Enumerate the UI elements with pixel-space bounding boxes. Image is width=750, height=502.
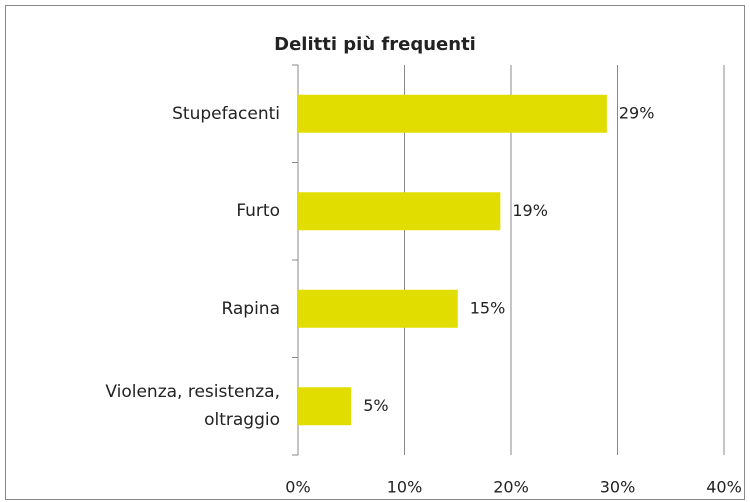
data-label: 15% (470, 298, 506, 317)
data-label: 19% (512, 201, 548, 220)
data-label: 5% (363, 396, 388, 415)
y-tick-label: Rapina (221, 298, 280, 319)
bar (298, 94, 607, 133)
bar (298, 289, 458, 328)
bar (298, 192, 501, 231)
y-tick-label: Furto (236, 201, 280, 222)
bar (298, 387, 352, 426)
y-tick-label: Violenza, resistenza, oltraggio (105, 382, 280, 431)
x-tick-label: 10% (387, 478, 423, 497)
chart-title: Delitti più frequenti (274, 34, 476, 55)
chart-border (5, 5, 745, 500)
y-tick-label: Stupefacenti (172, 103, 280, 124)
x-tick-label: 0% (285, 478, 310, 497)
x-tick-label: 40% (706, 478, 742, 497)
x-tick-label: 20% (493, 478, 529, 497)
x-tick-label: 30% (600, 478, 636, 497)
data-label: 29% (619, 103, 655, 122)
